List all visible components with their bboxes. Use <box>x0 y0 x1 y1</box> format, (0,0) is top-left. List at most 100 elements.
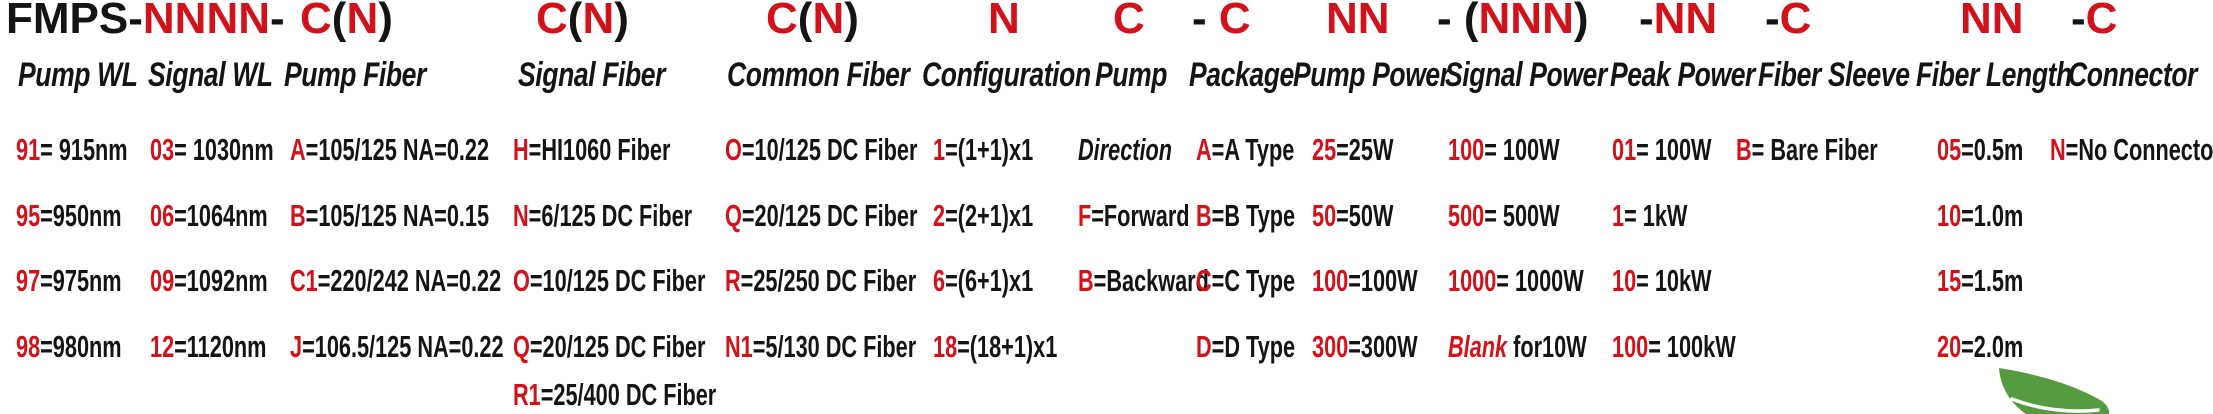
code-token: A <box>1196 132 1212 167</box>
code-token: 100 <box>1448 132 1485 167</box>
value-text: = 1kW <box>1624 198 1688 233</box>
value-text: = 100kW <box>1648 329 1736 364</box>
peak-power-option: 10= 10kW <box>1612 265 1712 296</box>
code-token: 500 <box>1448 198 1485 233</box>
code-token: N <box>2050 132 2066 167</box>
pump-fiber-option: C1=220/242 NA=0.22 <box>290 265 501 296</box>
code-token: 100 <box>1612 329 1649 364</box>
configuration-option: 6=(6+1)x1 <box>933 265 1033 296</box>
value-text: = 100W <box>1636 132 1712 167</box>
part-code-segment-common-fiber: C(N) <box>766 0 859 41</box>
code-token: C <box>1779 0 1812 43</box>
fiber-length-option: 05=0.5m <box>1937 134 2023 165</box>
value-text: =105/125 NA=0.15 <box>305 198 490 233</box>
signal-fiber-option: R1=25/400 DC Fiber <box>513 379 716 410</box>
value-text: = 1030nm <box>174 132 274 167</box>
part-code-segment-package: - C <box>1192 0 1251 41</box>
fiber-length-option: 10=1.0m <box>1937 200 2023 231</box>
value-text: = 1000W <box>1496 263 1584 298</box>
pump-power-option: 300=300W <box>1312 331 1418 362</box>
value-text: ) <box>1573 0 1589 43</box>
configuration-option: 18=(18+1)x1 <box>933 331 1057 362</box>
signal-fiber-option: H=HI1060 Fiber <box>513 134 670 165</box>
code-token: Q <box>725 198 742 233</box>
value-text: = Bare Fiber <box>1751 132 1878 167</box>
code-token: 1000 <box>1448 263 1497 298</box>
column-label-fiber-sleeve: Fiber Sleeve <box>1758 56 1910 94</box>
code-token: 18 <box>933 329 958 364</box>
value-text: =105/125 NA=0.22 <box>305 132 490 167</box>
code-token: H <box>513 132 529 167</box>
code-token: 10 <box>1612 263 1637 298</box>
code-token: C <box>1218 0 1251 43</box>
code-token: 97 <box>16 263 41 298</box>
value-text: =1120nm <box>174 329 267 364</box>
code-token: 6 <box>933 263 946 298</box>
column-label-connector: Connector <box>2068 56 2198 94</box>
pump-fiber-option: J=106.5/125 NA=0.22 <box>290 331 504 362</box>
column-label-pump-wl: Pump WL <box>18 56 138 94</box>
value-text: =B Type <box>1211 198 1296 233</box>
code-token: C <box>1196 263 1212 298</box>
value-text: =20/125 DC Fiber <box>529 329 706 364</box>
common-fiber-option: Q=20/125 DC Fiber <box>725 200 917 231</box>
value-text: =25W <box>1336 132 1394 167</box>
code-token: Blank <box>1448 329 1508 364</box>
code-token: C <box>1113 0 1145 43</box>
value-text: - <box>1639 0 1654 43</box>
signal-fiber-option: N=6/125 DC Fiber <box>513 200 692 231</box>
value-text: ( <box>331 0 347 43</box>
code-token: F <box>1078 198 1092 233</box>
code-token: O <box>725 132 742 167</box>
code-token: B <box>1736 132 1752 167</box>
part-code-segment-base: FMPS-NNNN- <box>6 0 285 41</box>
code-token: N <box>346 0 379 43</box>
signal-power-option: 100= 100W <box>1448 134 1560 165</box>
code-token: 03 <box>150 132 175 167</box>
signal-wl-option: 06=1064nm <box>150 200 268 231</box>
code-token: R1 <box>513 377 541 412</box>
value-text: =1.5m <box>1961 263 2024 298</box>
package-option: A=A Type <box>1196 134 1294 165</box>
peak-power-option: 01= 100W <box>1612 134 1712 165</box>
part-code-segment-pump: C <box>1113 0 1145 41</box>
package-option: B=B Type <box>1196 200 1295 231</box>
code-token: N1 <box>725 329 753 364</box>
pump-power-option: 50=50W <box>1312 200 1393 231</box>
common-fiber-option: O=10/125 DC Fiber <box>725 134 917 165</box>
code-token: O <box>513 263 530 298</box>
column-label-fiber-length: Fiber Length <box>1916 56 2072 94</box>
value-text: ) <box>844 0 859 43</box>
part-code-segment-pump-power: NN <box>1326 0 1390 41</box>
code-token: 98 <box>16 329 41 364</box>
pump-option: Direction <box>1078 134 1172 165</box>
pump-wl-option: 95=950nm <box>16 200 122 231</box>
code-token: 05 <box>1937 132 1962 167</box>
column-label-signal-power: Signal Power <box>1445 56 1607 94</box>
code-token: NNNN <box>142 0 270 43</box>
code-token: 1 <box>1612 198 1625 233</box>
code-token: C <box>2085 0 2118 43</box>
value-text: ( <box>797 0 813 43</box>
signal-fiber-option: O=10/125 DC Fiber <box>513 265 705 296</box>
value-text: =10/125 DC Fiber <box>529 263 706 298</box>
code-token: N <box>988 0 1020 43</box>
configuration-option: 1=(1+1)x1 <box>933 134 1033 165</box>
code-token: B <box>1196 198 1212 233</box>
pump-option: B=Backward <box>1078 265 1209 296</box>
value-text: =HI1060 Fiber <box>528 132 671 167</box>
value-text: =25/400 DC Fiber <box>540 377 717 412</box>
column-label-configuration: Configuration <box>922 56 1091 94</box>
value-text: =(6+1)x1 <box>945 263 1034 298</box>
column-label-peak-power: Peak Power <box>1610 56 1755 94</box>
value-text: = 10kW <box>1636 263 1712 298</box>
code-token: 12 <box>150 329 175 364</box>
leaf-icon <box>1999 368 2110 414</box>
code-token: D <box>1196 329 1212 364</box>
part-code-segment-signal-fiber: C(N) <box>536 0 629 41</box>
code-token: 06 <box>150 198 175 233</box>
value-text: =25/250 DC Fiber <box>740 263 917 298</box>
connector-option: N=No Connector <box>2050 134 2213 165</box>
peak-power-option: 1= 1kW <box>1612 200 1687 231</box>
